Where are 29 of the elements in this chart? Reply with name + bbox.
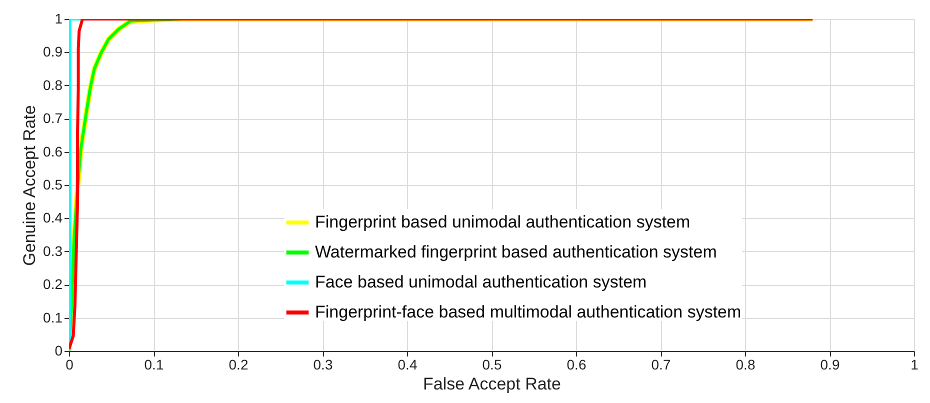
y-tick-label: 0.8 bbox=[43, 76, 63, 93]
legend-label: Face based unimodal authentication system bbox=[315, 272, 647, 292]
y-tick-label: 0.7 bbox=[43, 110, 63, 126]
y-tick-label: 0.3 bbox=[43, 242, 63, 259]
x-tick-label: 0.8 bbox=[736, 356, 756, 372]
x-tick-label: 1 bbox=[910, 356, 919, 372]
x-tick-label: 0.7 bbox=[651, 356, 671, 372]
x-tick-label: 0.4 bbox=[398, 356, 418, 372]
y-tick-label: 1 bbox=[54, 10, 63, 26]
x-tick-label: 0 bbox=[66, 356, 74, 372]
legend-label: Watermarked fingerprint based authentication system bbox=[315, 242, 717, 262]
x-tick-label: 0.2 bbox=[228, 356, 248, 372]
x-axis-title: False Accept Rate bbox=[423, 374, 561, 394]
x-tick-label: 0.5 bbox=[482, 356, 502, 372]
x-tick-label: 0.9 bbox=[820, 356, 840, 372]
y-tick-label: 0.6 bbox=[43, 143, 63, 160]
x-tick-label: 0.1 bbox=[144, 356, 164, 372]
y-tick-label: 0.4 bbox=[43, 210, 63, 226]
y-tick-label: 0.1 bbox=[43, 309, 63, 326]
y-axis-title: Genuine Accept Rate bbox=[20, 105, 40, 266]
legend-label: Fingerprint-face based multimodal authentication system bbox=[315, 302, 742, 322]
y-tick-label: 0.2 bbox=[43, 276, 63, 292]
line-series bbox=[69, 19, 814, 351]
y-tick-label: 0 bbox=[54, 342, 63, 358]
y-tick-label: 0.9 bbox=[43, 44, 63, 60]
x-tick-label: 0.3 bbox=[313, 356, 333, 372]
legend-label: Fingerprint based unimodal authentication system bbox=[315, 212, 690, 232]
y-tick-label: 0.5 bbox=[43, 176, 63, 192]
x-tick-label: 0.6 bbox=[566, 356, 586, 372]
